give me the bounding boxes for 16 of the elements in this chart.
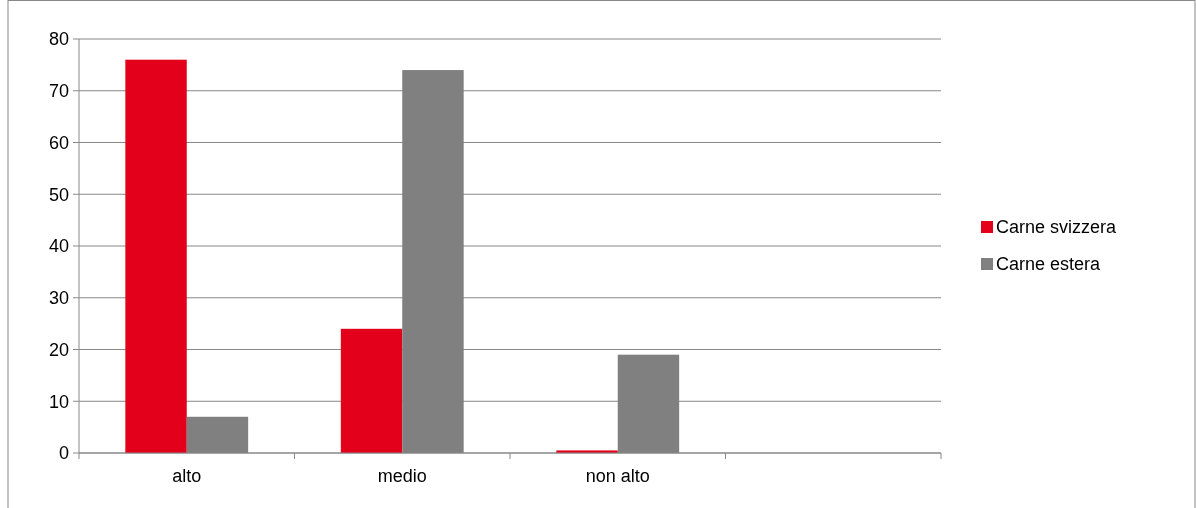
y-tick-label: 40: [48, 236, 69, 257]
x-tick-label: alto: [172, 466, 202, 486]
x-tick-label: non alto: [585, 466, 650, 486]
legend-label: Carne svizzera: [996, 217, 1118, 238]
y-tick-label: 60: [48, 132, 69, 153]
y-tick-label: 80: [48, 29, 69, 50]
x-tick-label: medio: [377, 466, 427, 486]
y-tick-label: 50: [48, 184, 69, 205]
y-tick-label: 70: [48, 81, 69, 102]
y-tick-label: 0: [58, 443, 69, 464]
y-tick-label: 30: [48, 288, 69, 309]
bar: [125, 59, 187, 453]
legend-label: Carne estera: [996, 254, 1102, 275]
y-tick-label: 10: [48, 391, 69, 412]
y-tick-label: 20: [48, 339, 69, 360]
bar: [340, 328, 403, 453]
